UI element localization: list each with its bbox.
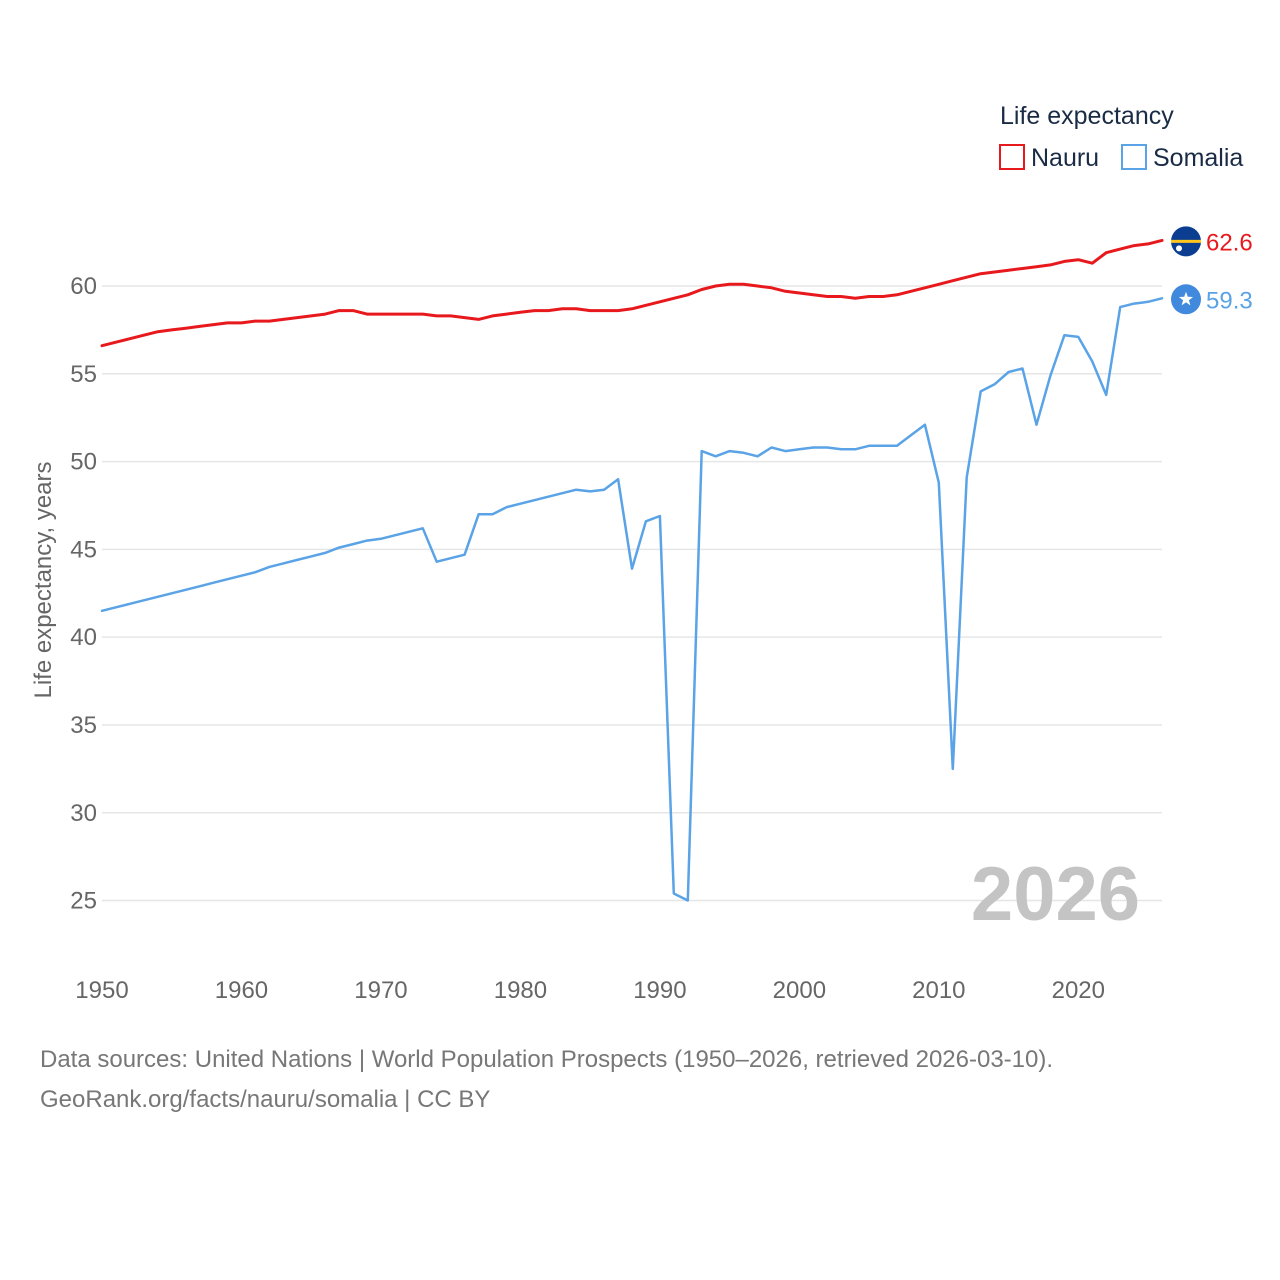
x-tick-label-1950: 1950 xyxy=(75,977,128,1004)
attribution-link[interactable]: GeoRank.org/facts/nauru/somalia | CC BY xyxy=(40,1086,491,1113)
legend-item-nauru[interactable]: Nauru xyxy=(999,144,1099,172)
y-tick-label-55: 55 xyxy=(70,361,97,388)
y-tick-label-45: 45 xyxy=(70,536,97,563)
x-tick-label-1970: 1970 xyxy=(354,977,407,1004)
life-expectancy-chart: 25 30 35 40 45 50 55 60 1950 1960 1970 1980 1990 200… xyxy=(30,102,1253,1004)
year-watermark: 2026 xyxy=(971,852,1140,937)
y-tick-label-35: 35 xyxy=(70,712,97,739)
x-tick-label-2000: 2000 xyxy=(773,977,826,1004)
x-tick-label-2010: 2010 xyxy=(912,977,965,1004)
somalia-line xyxy=(100,297,1164,902)
legend[interactable]: Life expectancy Nauru Somalia xyxy=(999,102,1243,172)
gridlines xyxy=(102,285,1162,902)
y-tick-label-40: 40 xyxy=(70,624,97,651)
y-tick-label-50: 50 xyxy=(70,449,97,476)
legend-label-nauru: Nauru xyxy=(1031,144,1099,172)
x-tick-label-1960: 1960 xyxy=(215,977,268,1004)
legend-title: Life expectancy xyxy=(1000,102,1174,130)
x-tick-label-2020: 2020 xyxy=(1052,977,1105,1004)
nauru-flag xyxy=(1171,226,1201,257)
somalia-flag-star xyxy=(1178,291,1194,306)
legend-item-somalia[interactable]: Somalia xyxy=(1121,144,1243,172)
y-tick-label-60: 60 xyxy=(70,273,97,300)
y-axis-ticks: 25 30 35 40 45 50 55 60 xyxy=(70,273,97,915)
legend-swatch-nauru xyxy=(999,144,1025,170)
y-tick-label-30: 30 xyxy=(70,800,97,827)
x-tick-label-1990: 1990 xyxy=(633,977,686,1004)
x-axis-ticks: 1950 1960 1970 1980 1990 2000 2010 2020 xyxy=(75,977,1105,1004)
somalia-end-label: 59.3 xyxy=(1206,287,1253,314)
nauru-flag-stripe xyxy=(1171,239,1201,243)
legend-label-somalia: Somalia xyxy=(1153,144,1243,172)
source-note: Data sources: United Nations | World Pop… xyxy=(40,1040,1240,1120)
nauru-line xyxy=(100,238,1164,348)
nauru-end-label: 62.6 xyxy=(1206,229,1253,256)
legend-swatch-somalia xyxy=(1121,144,1147,170)
end-labels: 62.6 59.3 xyxy=(1171,226,1253,315)
somalia-flag xyxy=(1171,284,1201,315)
nauru-flag-star xyxy=(1176,245,1182,252)
source-line: Data sources: United Nations | World Pop… xyxy=(40,1046,1054,1073)
y-tick-label-25: 25 xyxy=(70,888,97,915)
y-axis-title: Life expectancy, years xyxy=(30,461,57,698)
x-tick-label-1980: 1980 xyxy=(494,977,547,1004)
series-lines xyxy=(100,238,1164,902)
